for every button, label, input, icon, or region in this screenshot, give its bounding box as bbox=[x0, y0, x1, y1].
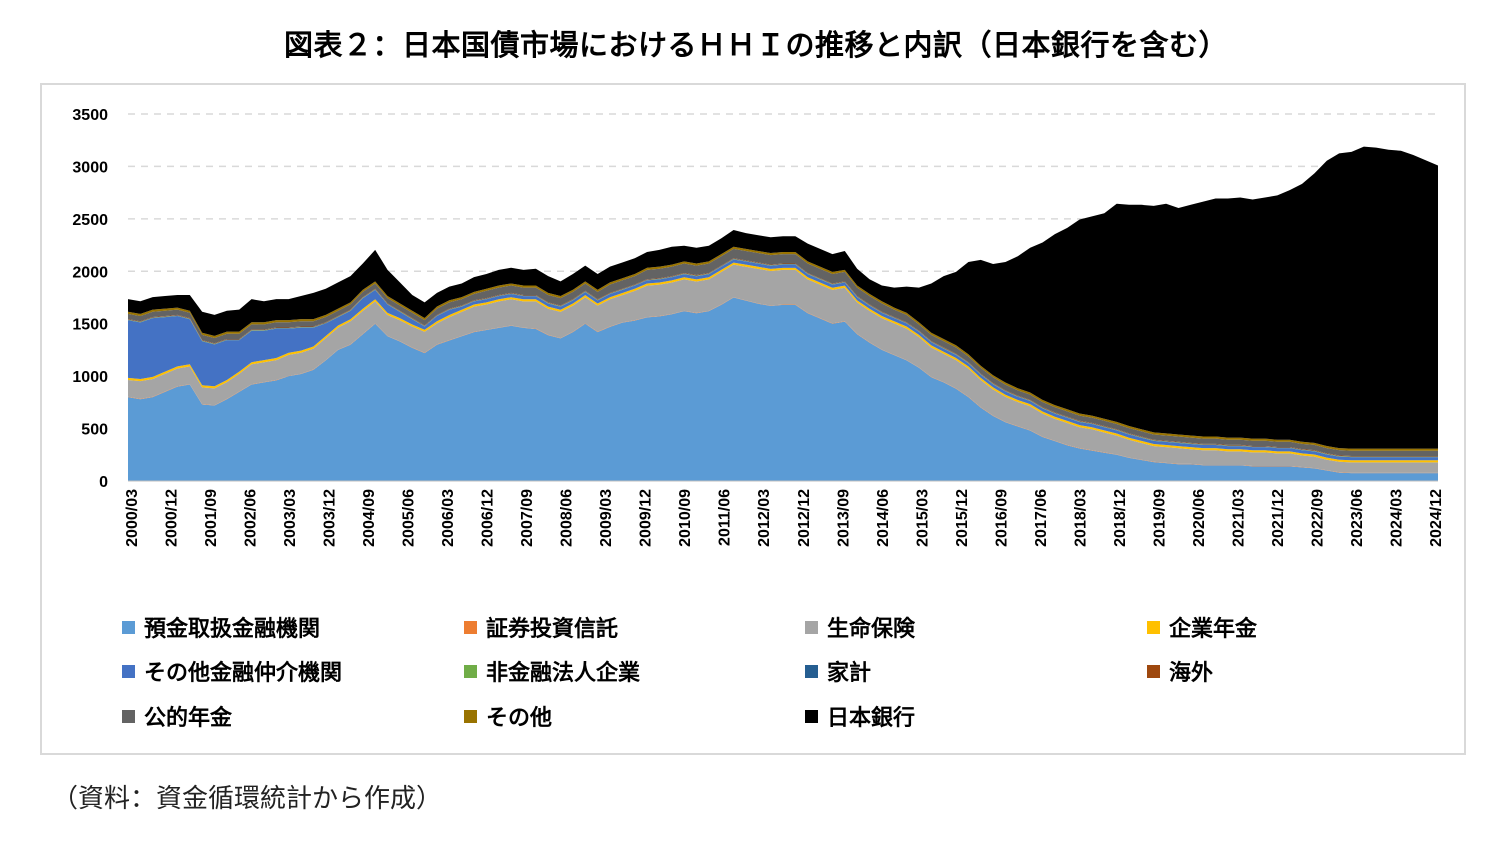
x-tick-label: 2010/09 bbox=[677, 489, 694, 547]
y-axis: 0 500 1000 1500 2000 2500 3000 3500 bbox=[72, 107, 108, 491]
x-tick-label: 2015/03 bbox=[914, 489, 931, 547]
legend-swatch bbox=[805, 710, 818, 723]
x-tick-label: 2016/09 bbox=[993, 489, 1010, 547]
legend-swatch bbox=[464, 621, 477, 634]
legend-swatch bbox=[1147, 621, 1160, 634]
legend-swatch bbox=[122, 665, 135, 678]
x-tick-label: 2004/09 bbox=[361, 489, 378, 547]
area-series bbox=[128, 146, 1438, 449]
x-tick-label: 2008/06 bbox=[559, 489, 576, 547]
x-tick-label: 2012/03 bbox=[756, 489, 773, 547]
x-tick-label: 2017/06 bbox=[1033, 489, 1050, 547]
x-tick-label: 2006/12 bbox=[480, 489, 497, 547]
x-tick-label: 2018/03 bbox=[1072, 489, 1089, 547]
x-tick-label: 2009/12 bbox=[638, 489, 655, 547]
y-tick-label: 1500 bbox=[72, 317, 108, 334]
x-tick-label: 2011/06 bbox=[717, 489, 734, 546]
x-tick-label: 2007/09 bbox=[519, 489, 536, 547]
y-tick-label: 3500 bbox=[72, 107, 108, 124]
x-tick-label: 2000/12 bbox=[164, 489, 181, 547]
x-tick-label: 2013/09 bbox=[835, 489, 852, 547]
x-tick-label: 2023/06 bbox=[1349, 489, 1366, 547]
legend-label: 家計 bbox=[827, 660, 871, 686]
x-tick-label: 2005/06 bbox=[401, 489, 418, 547]
x-tick-label: 2001/09 bbox=[203, 489, 220, 547]
area-series bbox=[128, 297, 1438, 481]
x-tick-label: 2014/06 bbox=[875, 489, 892, 547]
legend-label: 証券投資信託 bbox=[486, 616, 618, 642]
legend-swatch bbox=[1147, 665, 1160, 678]
legend-label: 生命保険 bbox=[827, 616, 916, 642]
chart-frame: 0 500 1000 1500 2000 2500 3000 3500 2000/03 2000… bbox=[40, 83, 1466, 755]
x-tick-label: 2000/03 bbox=[124, 489, 141, 547]
y-tick-label: 3000 bbox=[72, 159, 108, 176]
area-series bbox=[128, 262, 1438, 463]
x-tick-label: 2009/03 bbox=[598, 489, 615, 547]
chart-title: 図表２：日本国債市場におけるＨＨＩの推移と内訳（日本銀行を含む） bbox=[283, 28, 1228, 62]
x-tick-label: 2002/06 bbox=[243, 489, 260, 547]
x-tick-label: 2021/03 bbox=[1230, 489, 1247, 547]
x-tick-label: 2024/12 bbox=[1428, 489, 1445, 547]
x-tick-label: 2012/12 bbox=[796, 489, 813, 547]
legend-swatch bbox=[464, 710, 477, 723]
source-note: （資料：資金循環統計から作成） bbox=[52, 784, 443, 814]
x-tick-label: 2006/03 bbox=[440, 489, 457, 547]
x-tick-label: 2018/12 bbox=[1112, 489, 1129, 547]
x-tick-label: 2015/12 bbox=[954, 489, 971, 547]
legend-swatch bbox=[805, 621, 818, 634]
y-tick-label: 0 bbox=[99, 474, 108, 491]
x-tick-label: 2003/12 bbox=[322, 489, 339, 547]
x-tick-label: 2019/09 bbox=[1151, 489, 1168, 547]
legend-swatch bbox=[805, 665, 818, 678]
legend-label: 非金融法人企業 bbox=[486, 660, 641, 686]
stacked-areas bbox=[128, 146, 1438, 481]
y-tick-label: 500 bbox=[81, 422, 108, 439]
legend-swatch bbox=[464, 665, 477, 678]
y-tick-label: 1000 bbox=[72, 369, 108, 386]
legend-label: その他金融仲介機関 bbox=[144, 660, 342, 686]
x-tick-label: 2020/06 bbox=[1191, 489, 1208, 547]
area-series bbox=[128, 259, 1438, 461]
x-tick-label: 2022/09 bbox=[1309, 489, 1326, 547]
x-tick-label: 2021/12 bbox=[1270, 489, 1287, 547]
area-series bbox=[128, 264, 1438, 473]
x-tick-label: 2003/03 bbox=[282, 489, 299, 547]
legend-label: 企業年金 bbox=[1168, 616, 1258, 642]
legend-label: 海外 bbox=[1169, 660, 1213, 686]
legend-label: その他 bbox=[486, 706, 552, 731]
legend-label: 日本銀行 bbox=[827, 705, 915, 731]
y-tick-label: 2000 bbox=[72, 264, 108, 281]
legend-swatch bbox=[122, 710, 135, 723]
x-tick-label: 2024/03 bbox=[1388, 489, 1405, 547]
legend-swatch bbox=[122, 621, 135, 634]
x-axis: 2000/03 2000/12 2001/09 2002/06 2003/03 2003/… bbox=[124, 480, 1445, 547]
legend-label: 公的年金 bbox=[144, 705, 233, 731]
legend-label: 預金取扱金融機関 bbox=[144, 616, 320, 642]
y-tick-label: 2500 bbox=[72, 212, 108, 229]
